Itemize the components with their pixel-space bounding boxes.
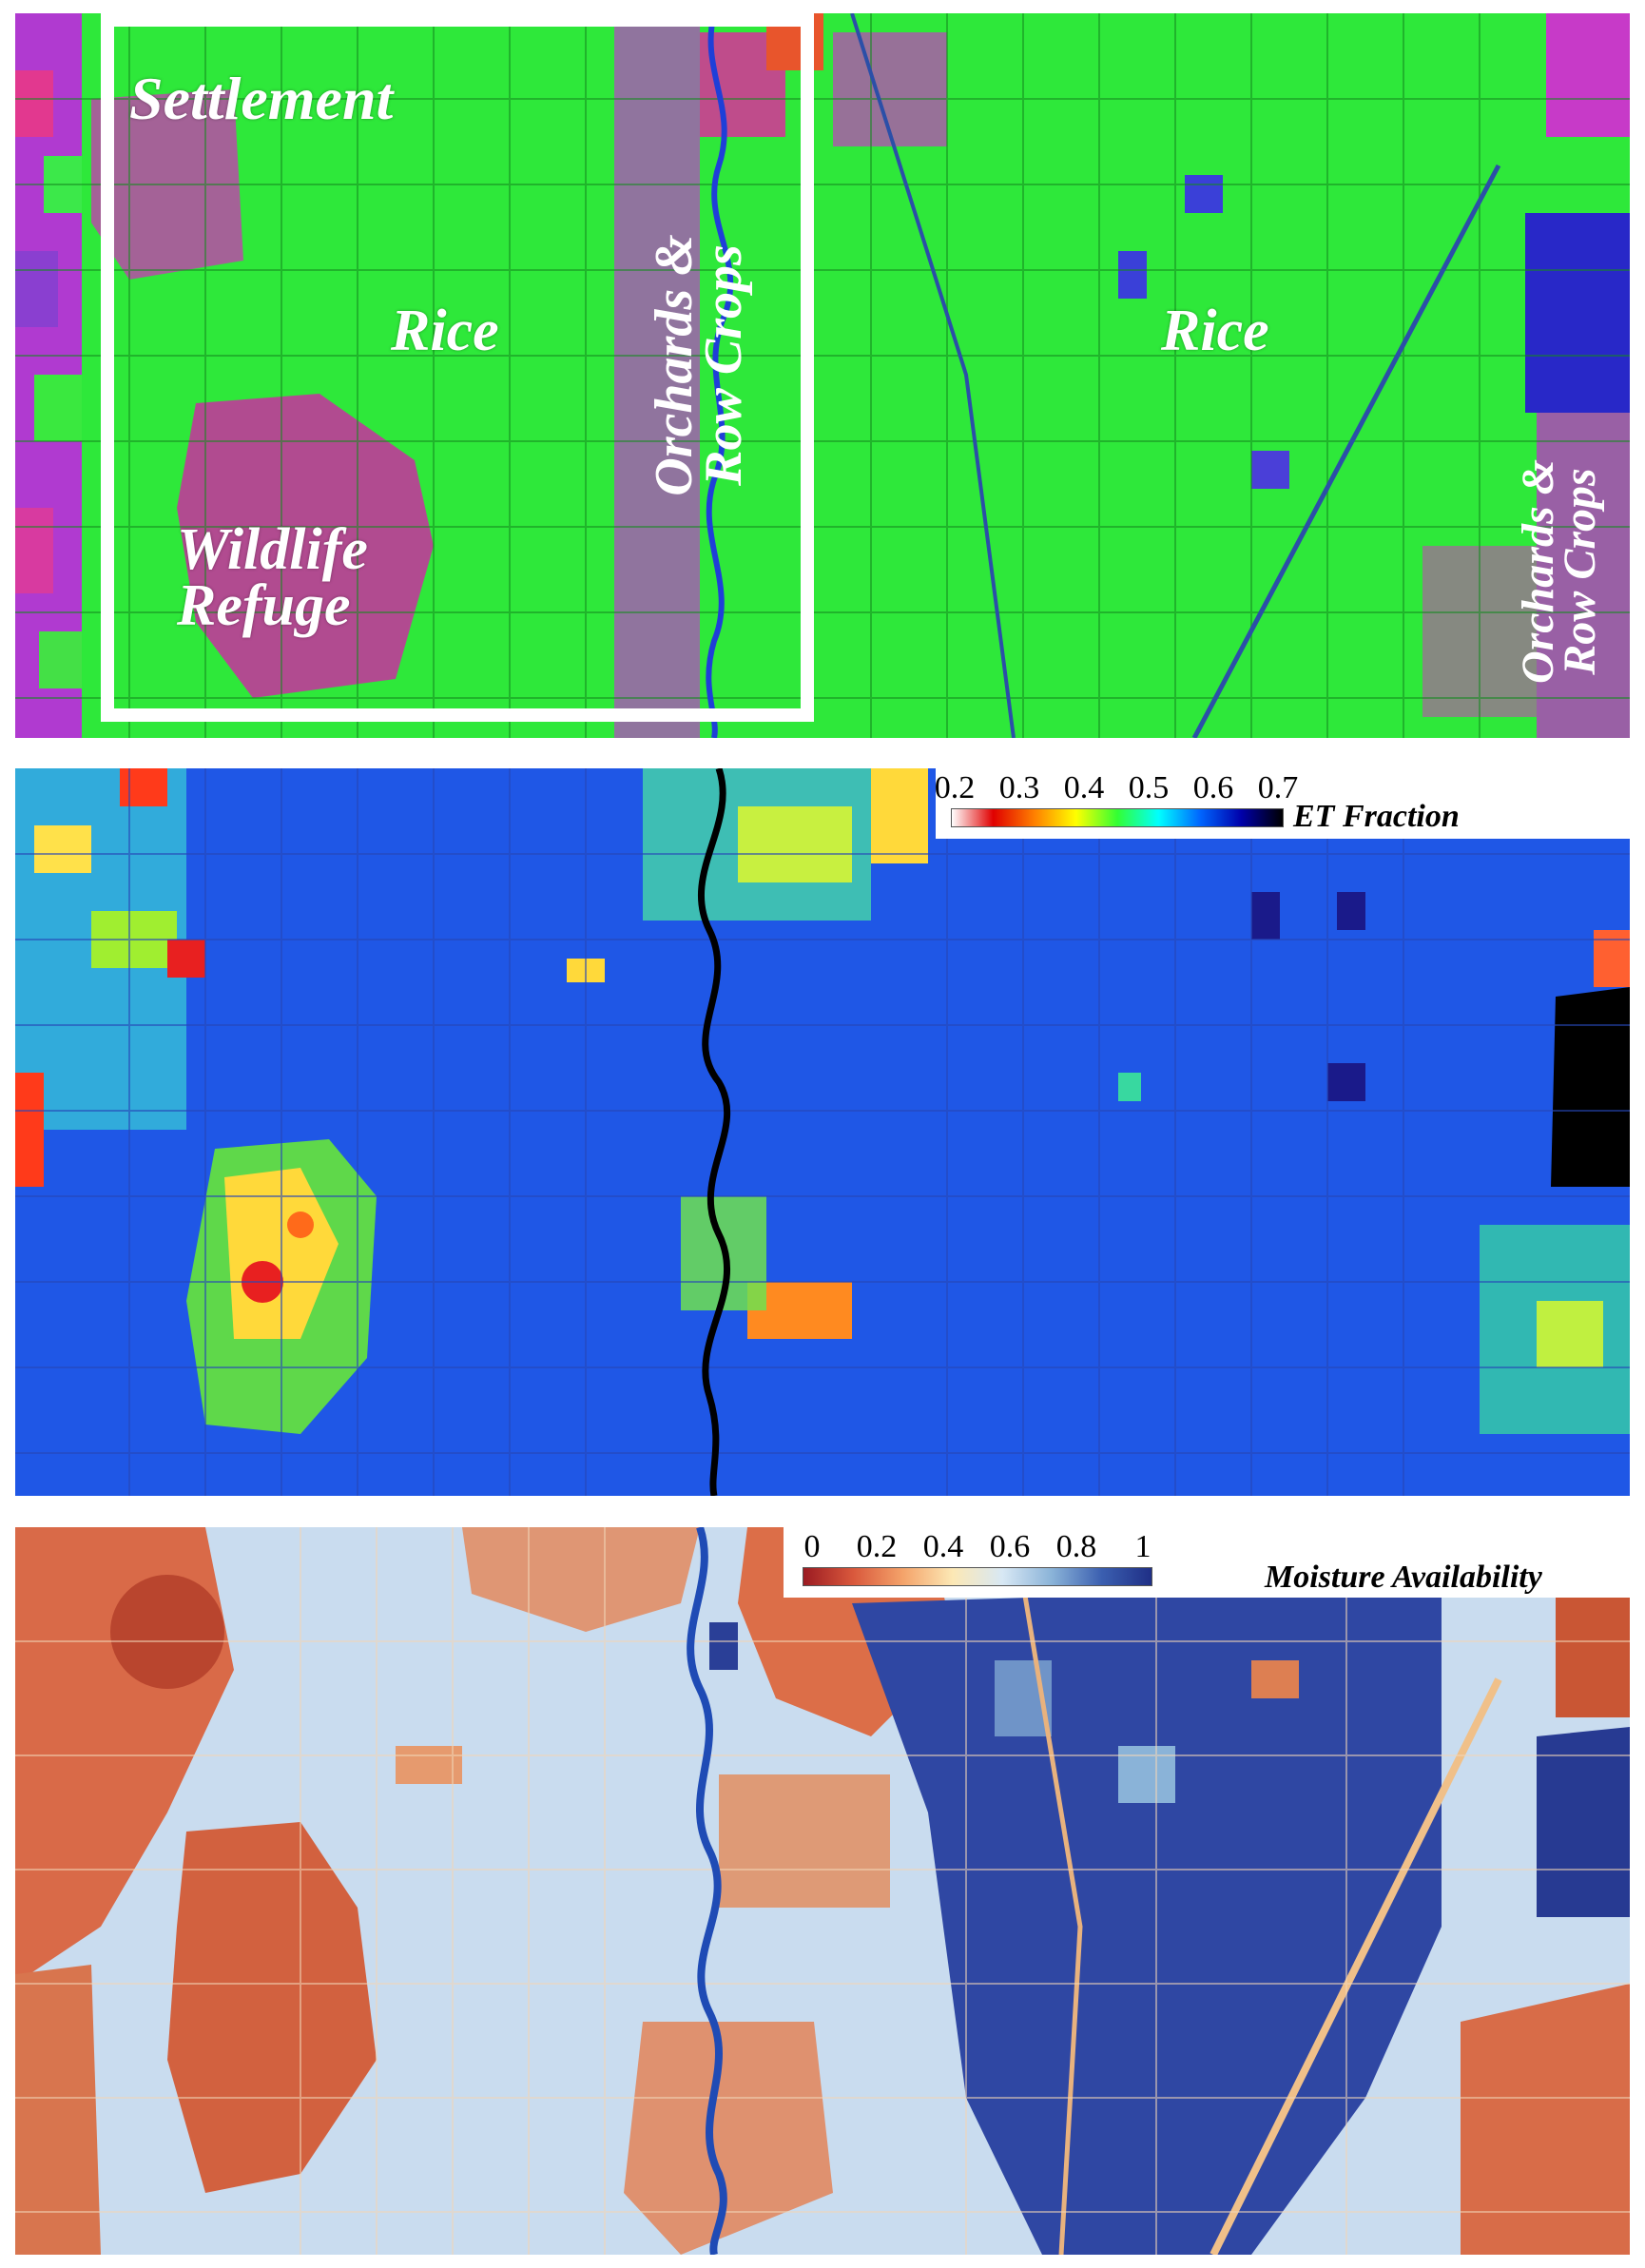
et-legend-ticks: 0.2 0.3 0.4 0.5 0.6 0.7 <box>934 770 1630 805</box>
canal <box>1210 1677 1502 2255</box>
field-grid <box>15 1527 1630 2255</box>
moisture-raster <box>15 1527 1630 2255</box>
label-orchards-center: Orchards & Row Crops <box>645 234 753 496</box>
moisture-colorbar <box>803 1567 1152 1586</box>
et-fraction-raster <box>15 768 1630 1496</box>
moisture-tick: 0 <box>803 1529 821 1564</box>
moisture-tick: 1 <box>1134 1529 1152 1564</box>
wildlife-refuge-area <box>177 394 434 698</box>
blue-reservoir <box>1525 213 1630 413</box>
river <box>706 13 734 738</box>
high-et-patches <box>1251 892 1630 1187</box>
label-wildlife-refuge: Wildlife Refuge <box>177 517 368 638</box>
canal <box>1020 1583 1083 2255</box>
label-rice-right: Rice <box>1161 299 1269 363</box>
canal <box>1191 164 1501 738</box>
et-tick: 0.6 <box>1192 770 1234 805</box>
moisture-tick: 0.4 <box>922 1529 964 1564</box>
label-rice-left: Rice <box>391 299 499 363</box>
et-fraction-map: 0.2 0.3 0.4 0.5 0.6 0.7 ET Fraction <box>15 768 1630 1496</box>
moisture-tick: 0.6 <box>989 1529 1031 1564</box>
label-orchards-right: Orchards & Row Crops <box>1513 458 1606 685</box>
moisture-availability-map: 0 0.2 0.4 0.6 0.8 1 Moisture Availabilit… <box>15 1527 1630 2255</box>
et-tick: 0.3 <box>998 770 1040 805</box>
et-tick: 0.5 <box>1128 770 1170 805</box>
moisture-legend-title: Moisture Availability <box>1265 1560 1542 1595</box>
et-legend-title: ET Fraction <box>1293 799 1460 834</box>
false-color-raster <box>15 13 1630 738</box>
left-mosaic-fields <box>15 13 82 738</box>
et-legend: 0.2 0.3 0.4 0.5 0.6 0.7 ET Fraction <box>934 768 1630 839</box>
river <box>687 1527 727 2255</box>
river <box>697 768 731 1496</box>
study-area-box <box>101 13 814 722</box>
et-colorbar <box>951 808 1284 827</box>
false-color-composite-map: Settlement Rice Wildlife Refuge Rice Orc… <box>15 13 1630 738</box>
orchards-strip-center <box>614 13 700 738</box>
et-tick: 0.2 <box>934 770 976 805</box>
field-grid <box>15 768 1630 1496</box>
et-tick: 0.7 <box>1257 770 1299 805</box>
moisture-legend: 0 0.2 0.4 0.6 0.8 1 Moisture Availabilit… <box>784 1527 1630 1598</box>
low-et-patches <box>15 768 1630 1434</box>
label-settlement: Settlement <box>129 65 394 132</box>
moisture-tick: 0.2 <box>856 1529 898 1564</box>
moisture-tick: 0.8 <box>1055 1529 1097 1564</box>
moisture-legend-ticks: 0 0.2 0.4 0.6 0.8 1 <box>784 1529 1630 1564</box>
et-tick: 0.4 <box>1063 770 1105 805</box>
field-grid <box>15 13 1630 738</box>
canal <box>850 13 1016 738</box>
